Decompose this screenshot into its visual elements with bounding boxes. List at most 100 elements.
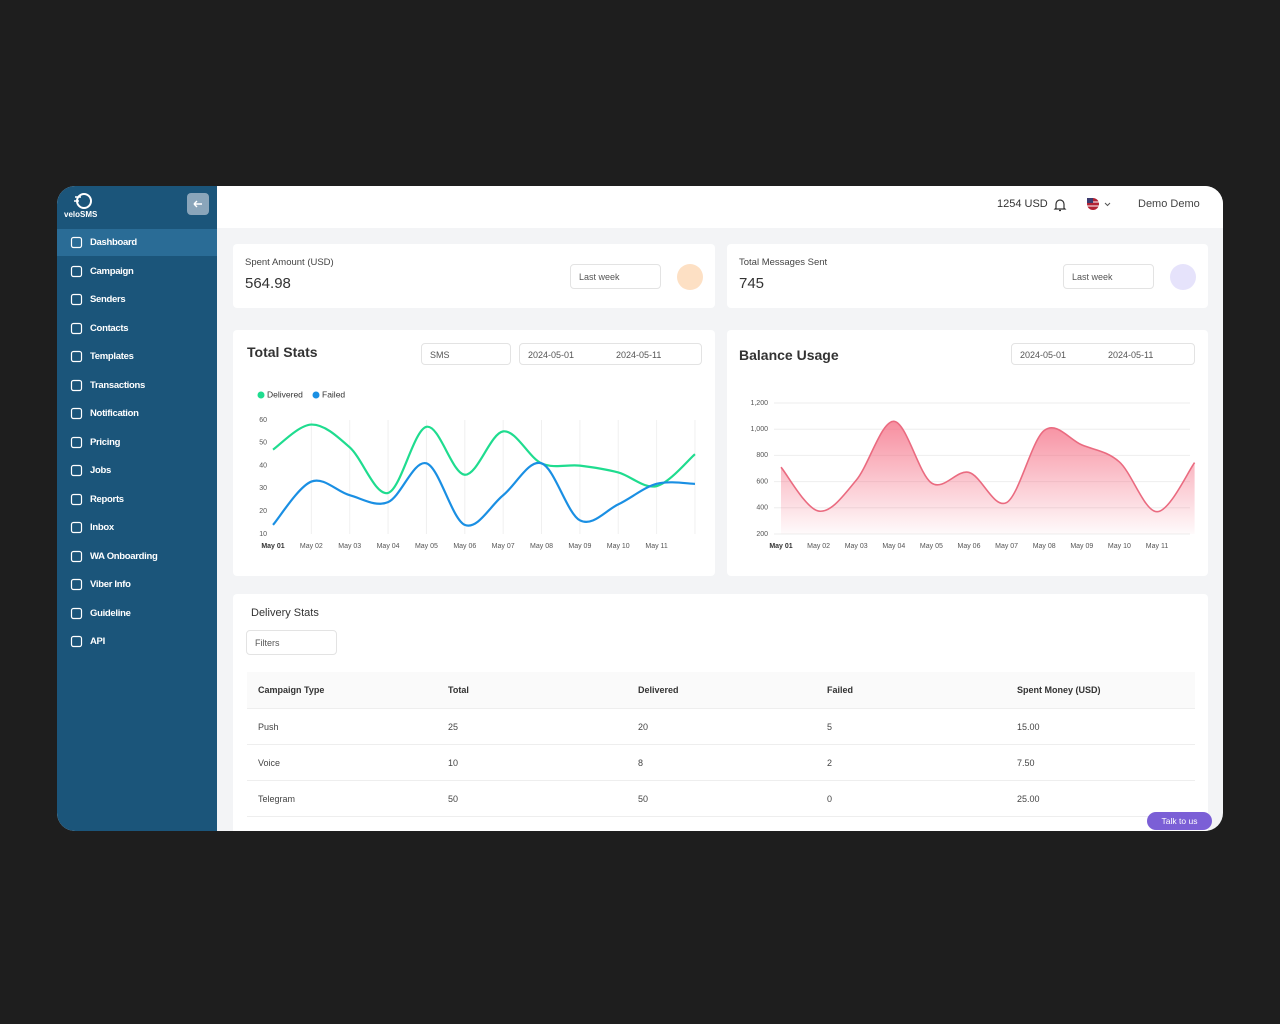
stat-value: 564.98 <box>245 275 291 292</box>
menu-item[interactable]: WA Onboarding <box>57 543 217 570</box>
menu-label: Pricing <box>90 436 121 448</box>
menu-icon <box>70 493 83 505</box>
menu-item[interactable]: Dashboard <box>57 229 217 256</box>
channel-select[interactable]: SMS <box>421 343 511 365</box>
stat-label: Spent Amount (USD) <box>245 257 334 268</box>
menu-icon <box>70 607 83 619</box>
menu-icon <box>70 379 83 391</box>
date-to: 2024-05-11 <box>1108 350 1154 360</box>
menu-item[interactable]: Inbox <box>57 514 217 541</box>
menu-label: Jobs <box>90 465 111 476</box>
bell-icon[interactable] <box>1053 197 1067 213</box>
menu-label: Reports <box>90 493 124 505</box>
table-card: Delivery Stats Filters Campaign Type Tota… <box>233 594 1208 831</box>
sidebar: veloSMS Dashboard Campaign Senders Contacts… <box>57 186 217 831</box>
menu-icon <box>70 293 83 306</box>
chart-card: Balance Usage 2024-05-01 2024-05-11 <box>727 330 1208 576</box>
menu-icon <box>70 521 83 534</box>
menu-icon <box>70 550 83 562</box>
stat-card: Total Messages Sent 745 Last week <box>727 244 1208 308</box>
menu-icon <box>70 407 83 420</box>
table-cell: 25.00 <box>1006 780 1195 816</box>
help-button[interactable]: Talk to us <box>1147 812 1212 830</box>
app: veloSMS Dashboard Campaign Senders Contacts… <box>57 186 1223 831</box>
table-cell: 0 <box>816 816 1006 831</box>
table-cell: 10 <box>437 744 627 780</box>
table-cell: 5 <box>627 816 816 831</box>
menu-label: WA Onboarding <box>90 550 158 562</box>
stat-value: 745 <box>739 275 765 292</box>
menu-label: Dashboard <box>90 237 137 248</box>
menu-item[interactable]: Transactions <box>57 372 217 399</box>
menu-item[interactable]: Notification <box>57 400 217 427</box>
menu-label: Senders <box>90 294 126 305</box>
user-menu[interactable]: Demo Demo <box>1138 198 1200 210</box>
table-cell: 2.50 <box>1006 816 1195 831</box>
language-selector[interactable] <box>1086 197 1114 213</box>
table-cell: Web Push <box>247 816 437 831</box>
table-cell: Telegram <box>247 780 437 816</box>
date-to: 2024-05-11 <box>616 350 662 360</box>
menu-icon <box>70 436 83 448</box>
stat-icon <box>677 264 703 290</box>
table-cell: 7.50 <box>1006 744 1195 780</box>
table-cell: Voice <box>247 744 437 780</box>
menu-icon <box>70 464 83 477</box>
period-select[interactable]: Last week <box>1063 264 1154 289</box>
period-select[interactable]: Last week <box>570 264 661 289</box>
date-from: 2024-05-01 <box>528 350 575 360</box>
table-cell: 5 <box>816 708 1006 744</box>
chart-title: Balance Usage <box>739 347 839 363</box>
menu-item[interactable]: Jobs <box>57 457 217 484</box>
column-header: Total <box>437 672 627 708</box>
menu-icon <box>70 578 83 591</box>
table-cell: 25 <box>437 708 627 744</box>
balance: 1254 USD <box>997 198 1048 210</box>
date-range[interactable]: 2024-05-01 2024-05-11 <box>1011 343 1195 365</box>
menu-label: API <box>90 636 105 647</box>
menu-icon <box>70 635 83 648</box>
menu-label: Templates <box>90 351 134 362</box>
menu-item[interactable]: Reports <box>57 486 217 513</box>
logo-icon <box>74 193 92 209</box>
filter-select[interactable]: Filters <box>246 630 337 655</box>
menu-item[interactable]: Templates <box>57 343 217 370</box>
header: 1254 USD Demo Demo <box>217 186 1223 228</box>
menu-item[interactable]: API <box>57 628 217 655</box>
logo-text: veloSMS <box>64 210 98 219</box>
collapse-button[interactable] <box>187 193 209 215</box>
table-title: Delivery Stats <box>251 607 319 619</box>
column-header: Spent Money (USD) <box>1006 672 1195 708</box>
stat-label: Total Messages Sent <box>739 257 828 268</box>
menu-label: Viber Info <box>90 579 131 590</box>
table-cell: 0 <box>816 780 1006 816</box>
menu-item[interactable]: Senders <box>57 286 217 313</box>
menu-icon <box>70 236 83 249</box>
menu-item[interactable]: Campaign <box>57 258 217 285</box>
chart-title: Total Stats <box>247 344 318 360</box>
table-cell: 20 <box>627 708 816 744</box>
menu-label: Inbox <box>90 522 114 533</box>
table-cell: Push <box>247 708 437 744</box>
column-header: Campaign Type <box>247 672 437 708</box>
table-cell: 5 <box>437 816 627 831</box>
chart-card: Total Stats SMS 2024-05-01 2024-05-11 <box>233 330 715 576</box>
table-cell: 50 <box>437 780 627 816</box>
menu-item[interactable]: Contacts <box>57 315 217 342</box>
table-cell: 8 <box>627 744 816 780</box>
menu-icon <box>70 322 83 334</box>
menu-item[interactable]: Pricing <box>57 429 217 456</box>
menu-label: Notification <box>90 408 139 419</box>
menu-icon <box>70 265 83 277</box>
date-from: 2024-05-01 <box>1020 350 1067 360</box>
column-header: Delivered <box>627 672 816 708</box>
date-range[interactable]: 2024-05-01 2024-05-11 <box>519 343 702 365</box>
menu-item[interactable]: Viber Info <box>57 571 217 598</box>
menu-item[interactable]: Guideline <box>57 600 217 627</box>
column-header: Failed <box>816 672 1006 708</box>
table-cell: 50 <box>627 780 816 816</box>
table-cell: 15.00 <box>1006 708 1195 744</box>
stat-icon <box>1170 264 1196 290</box>
table-cell: 2 <box>816 744 1006 780</box>
